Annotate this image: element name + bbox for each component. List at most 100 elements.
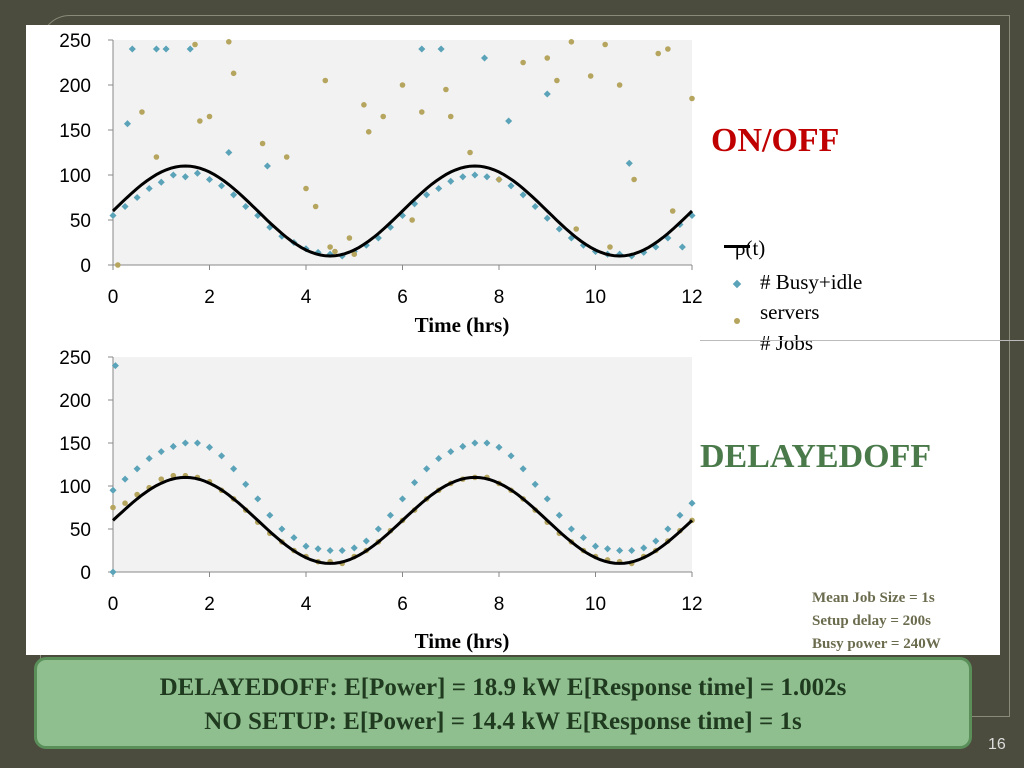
busy-servers-point <box>543 495 551 503</box>
y-tick-label: 150 <box>59 121 91 142</box>
busy-servers-point <box>109 568 117 576</box>
delayedoff-title: DELAYEDOFF <box>700 438 932 475</box>
busy-servers-point <box>205 175 214 184</box>
busy-servers-point <box>111 362 119 370</box>
busy-servers-point <box>225 148 233 157</box>
y-tick-label: 100 <box>59 166 91 187</box>
jobs-point <box>554 77 560 84</box>
jobs-point <box>365 129 372 135</box>
busy-servers-point <box>205 443 214 451</box>
busy-servers-point <box>531 480 539 488</box>
jobs-point <box>665 46 671 52</box>
jobs-point <box>115 262 121 268</box>
busy-servers-point <box>338 546 346 555</box>
jobs-point <box>631 176 637 183</box>
x-tick-label: 8 <box>494 594 505 615</box>
busy-servers-point <box>411 479 419 487</box>
busy-servers-point <box>133 193 141 202</box>
y-tick-label: 50 <box>70 520 91 541</box>
busy-servers-point <box>314 545 322 553</box>
jobs-point <box>158 476 165 482</box>
y-tick-label: 100 <box>59 477 91 498</box>
busy-servers-point <box>688 499 696 507</box>
y-tick-label: 250 <box>59 348 91 369</box>
x-tick-label: 10 <box>585 594 606 615</box>
busy-servers-point <box>604 545 612 553</box>
y-tick-label: 0 <box>80 256 91 277</box>
summary-nosetup: NO SETUP: E[Power] = 14.4 kW E[Response … <box>204 708 802 735</box>
busy-servers-point <box>628 546 636 555</box>
busy-servers-point <box>579 534 587 542</box>
y-tick-label: 50 <box>70 211 91 232</box>
jobs-point <box>616 82 623 88</box>
jobs-point <box>467 149 473 156</box>
jobs-point <box>361 102 367 108</box>
busy-servers-point <box>109 486 117 494</box>
busy-servers-point <box>374 525 382 533</box>
plot-area <box>113 40 692 265</box>
busy-servers-point <box>302 542 310 550</box>
busy-servers-point <box>418 45 426 53</box>
busy-servers-point <box>145 184 153 193</box>
jobs-point <box>573 226 579 232</box>
divider <box>700 340 1024 341</box>
plot-area <box>113 357 692 572</box>
busy-servers-point <box>242 480 250 488</box>
busy-servers-point <box>519 191 527 199</box>
busy-servers-point <box>652 537 660 545</box>
jobs-point <box>259 140 266 147</box>
busy-servers-point <box>290 534 298 542</box>
jobs-point <box>655 50 662 57</box>
jobs-point <box>110 504 116 511</box>
busy-servers-point <box>519 465 527 473</box>
busy-servers-point <box>218 452 226 460</box>
busy-servers-point <box>193 439 201 447</box>
busy-servers-point <box>193 169 201 177</box>
busy-servers-point <box>447 177 455 185</box>
busy-servers-point <box>162 45 170 53</box>
busy-servers-point <box>181 439 189 447</box>
busy-servers-point <box>543 214 551 222</box>
legend-busy: # Busy+idle <box>760 270 863 294</box>
busy-servers-point <box>483 173 491 181</box>
jobs-point <box>139 109 145 115</box>
busy-servers-point <box>230 191 238 199</box>
busy-servers-point <box>362 537 370 545</box>
x-tick-label: 4 <box>301 594 312 615</box>
legend-rho: ρ(t) <box>735 236 766 260</box>
legend-busy-cont: servers <box>760 300 820 324</box>
busy-servers-point <box>459 173 467 181</box>
busy-servers-point <box>186 45 194 53</box>
busy-servers-point <box>664 525 672 533</box>
busy-servers-point <box>145 454 153 463</box>
busy-servers-point <box>555 225 563 233</box>
busy-servers-point <box>121 202 129 211</box>
busy-servers-point <box>507 182 515 190</box>
jobs-point <box>380 113 387 120</box>
busy-servers-point <box>350 544 358 552</box>
x-axis-label: Time (hrs) <box>415 313 510 337</box>
x-tick-label: 4 <box>301 287 312 308</box>
busy-servers-point <box>152 45 160 53</box>
y-tick-label: 150 <box>59 434 91 455</box>
param-busy-power: Busy power = 240W <box>812 636 941 652</box>
busy-servers-point <box>435 454 443 463</box>
jobs-point <box>346 235 353 241</box>
busy-servers-point <box>459 442 467 450</box>
x-tick-label: 2 <box>204 594 215 615</box>
busy-servers-point <box>495 443 503 451</box>
x-tick-label: 12 <box>681 594 702 615</box>
jobs-point <box>399 82 406 88</box>
jobs-point <box>122 500 128 507</box>
busy-servers-point <box>640 544 648 552</box>
busy-servers-point <box>507 452 515 460</box>
jobs-point <box>153 154 160 160</box>
jobs-point <box>496 176 502 183</box>
busy-servers-point <box>447 448 455 456</box>
jobs-point <box>197 118 203 124</box>
jobs-point <box>327 244 333 250</box>
busy-servers-point <box>483 439 491 447</box>
y-tick-label: 250 <box>59 31 91 52</box>
param-job-size: Mean Job Size = 1s <box>812 590 935 606</box>
x-tick-label: 2 <box>204 287 215 308</box>
